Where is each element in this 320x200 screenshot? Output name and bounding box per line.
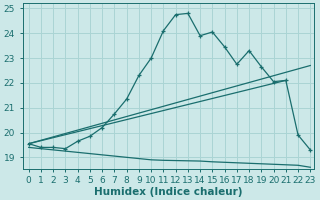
X-axis label: Humidex (Indice chaleur): Humidex (Indice chaleur)	[94, 187, 243, 197]
